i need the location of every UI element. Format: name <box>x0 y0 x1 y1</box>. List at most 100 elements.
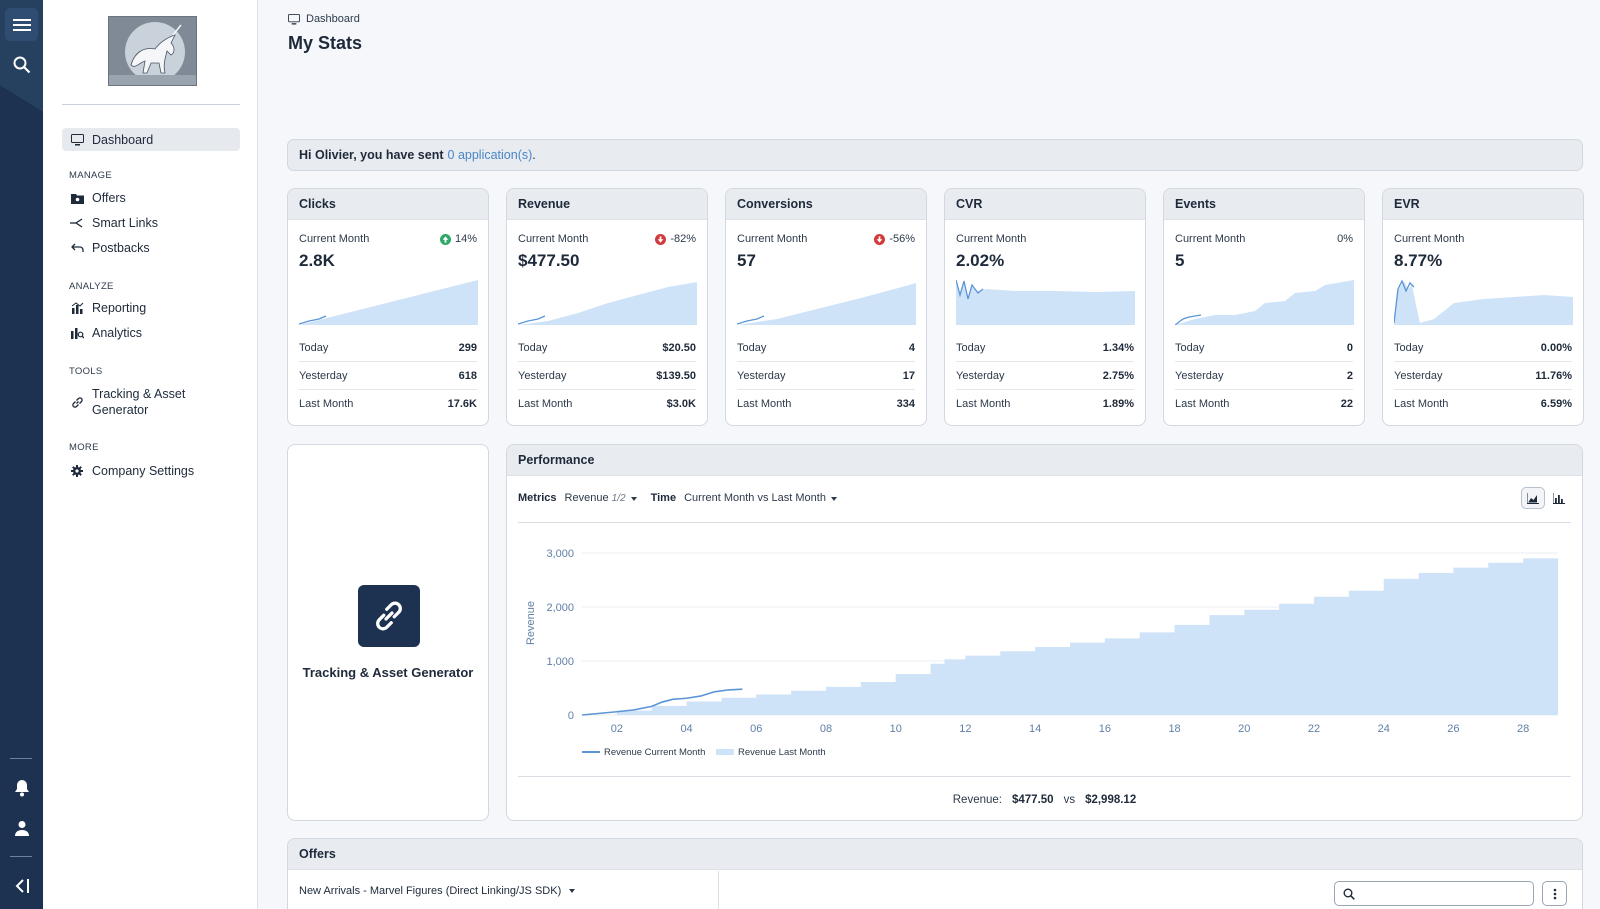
tracking-asset-generator-card[interactable]: Tracking & Asset Generator <box>287 444 489 821</box>
company-logo[interactable] <box>108 16 197 86</box>
x-tick-label: 28 <box>1517 723 1529 735</box>
offers-title: Offers <box>288 839 1582 870</box>
performance-controls: Metrics Revenue 1/2 Time Current Month v… <box>518 492 837 504</box>
sidebar-item-reporting[interactable]: Reporting <box>62 301 240 315</box>
sidebar-item-label: Postbacks <box>92 241 150 255</box>
stat-row: Last Month 22 <box>1175 390 1353 418</box>
icon-rail <box>0 0 43 909</box>
stat-card-clicks: Clicks Current Month 14% 2.8K Today 299 Yester… <box>287 188 489 426</box>
stat-card-title: EVR <box>1383 189 1583 220</box>
performance-summary: Revenue: $477.50 vs $2,998.12 <box>507 794 1582 806</box>
sidebar: Dashboard MANAGE Offers Smart Links Post… <box>43 0 258 909</box>
series-area-revenue-last-month <box>582 553 1558 715</box>
stat-row-value: 0 <box>1346 341 1353 354</box>
sparkline-area <box>956 280 1135 325</box>
collapse-sidebar-button[interactable] <box>5 869 38 902</box>
stat-row-value: $139.50 <box>656 369 696 382</box>
metrics-dropdown[interactable]: Revenue 1/2 <box>565 492 637 504</box>
period-label: Current Month <box>956 233 1027 245</box>
sidebar-item-tracking-asset-generator[interactable]: Tracking & Asset Generator <box>62 386 240 418</box>
label-line-1: Tracking & Asset <box>92 387 186 401</box>
sidebar-item-dashboard[interactable]: Dashboard <box>62 128 240 151</box>
applications-link[interactable]: 0 application(s) <box>447 148 533 162</box>
arrow-up-circle-icon <box>439 233 451 245</box>
offer-dropdown[interactable]: New Arrivals - Marvel Figures (Direct Li… <box>299 885 576 897</box>
stat-row-value: $3.0K <box>666 398 696 410</box>
search-button[interactable] <box>5 48 38 81</box>
stat-card-title: Conversions <box>726 189 926 220</box>
breadcrumb[interactable]: Dashboard <box>288 13 360 25</box>
stat-value: 5 <box>1175 251 1185 270</box>
x-tick-label: 08 <box>820 723 832 735</box>
menu-button[interactable] <box>5 8 38 41</box>
search-icon <box>13 56 30 73</box>
unicorn-logo-icon <box>109 17 196 85</box>
nav-group-manage: MANAGE <box>69 170 112 181</box>
sidebar-item-postbacks[interactable]: Postbacks <box>62 241 240 255</box>
stat-row-label: Last Month <box>1175 398 1230 410</box>
sparkline <box>299 280 478 325</box>
sparkline <box>518 282 697 325</box>
sidebar-item-label: Smart Links <box>92 216 158 230</box>
summary-current: $477.50 <box>1011 794 1054 806</box>
sidebar-item-analytics[interactable]: Analytics <box>62 326 240 340</box>
sidebar-item-label: Analytics <box>92 326 143 340</box>
x-tick-label: 18 <box>1168 723 1180 735</box>
stat-row-value: 1.34% <box>1102 341 1134 354</box>
bar-chart-button[interactable] <box>1547 487 1571 509</box>
stat-row: Yesterday 2.75% <box>956 362 1134 390</box>
stat-row: Last Month 6.59% <box>1394 390 1572 418</box>
stat-card-title: CVR <box>945 189 1145 220</box>
selected-offer: New Arrivals - Marvel Figures (Direct Li… <box>299 885 562 897</box>
offers-panel: Offers New Arrivals - Marvel Figures (Di… <box>287 838 1583 909</box>
stat-row: Last Month 1.89% <box>956 390 1134 418</box>
sparkline-area <box>1394 281 1573 325</box>
notifications-button[interactable] <box>5 771 38 804</box>
search-icon <box>1343 888 1355 900</box>
stat-row: Today 0.00% <box>1394 334 1572 362</box>
change-value: 0% <box>1337 233 1353 245</box>
stat-row-label: Yesterday <box>1394 369 1443 382</box>
stat-row: Last Month 17.6K <box>299 390 477 418</box>
sparkline-line <box>737 315 765 325</box>
sidebar-item-label: Tracking & Asset Generator <box>92 386 185 418</box>
area-chart-button[interactable] <box>1521 487 1545 509</box>
sidebar-item-company-settings[interactable]: Company Settings <box>62 464 240 478</box>
area-chart-icon <box>1527 492 1539 504</box>
x-tick-label: 02 <box>611 723 623 735</box>
stat-row-value: 17.6K <box>447 398 477 410</box>
stat-row-label: Last Month <box>737 398 792 410</box>
stat-row-label: Yesterday <box>1175 369 1224 382</box>
time-dropdown[interactable]: Current Month vs Last Month <box>684 492 837 504</box>
offers-more-button[interactable] <box>1542 881 1567 906</box>
stat-card-title: Revenue <box>507 189 707 220</box>
stat-card-revenue: Revenue Current Month -82% $477.50 Today $20.… <box>506 188 708 426</box>
change-indicator: -82% <box>655 233 696 245</box>
sparkline <box>956 279 1135 325</box>
y-tick-label: 2,000 <box>546 602 574 614</box>
legend-swatch-last-month <box>716 749 734 755</box>
stat-row-label: Today <box>1394 341 1424 354</box>
stat-row-value: 1.89% <box>1102 398 1134 410</box>
legend-label-last-month: Revenue Last Month <box>738 747 826 758</box>
user-button[interactable] <box>5 811 38 844</box>
collapse-icon <box>15 878 29 893</box>
sidebar-item-smart-links[interactable]: Smart Links <box>62 216 240 230</box>
period-row: Current Month -56% <box>737 233 915 245</box>
sidebar-item-offers[interactable]: Offers <box>62 191 240 205</box>
offer-search-input[interactable] <box>1361 887 1521 900</box>
sidebar-item-label: Dashboard <box>92 132 154 147</box>
stat-row: Yesterday 17 <box>737 362 915 390</box>
stat-row-label: Today <box>518 341 548 354</box>
stat-row: Yesterday $139.50 <box>518 362 696 390</box>
nav-group-analyze: ANALYZE <box>69 281 114 292</box>
stat-row-label: Today <box>299 341 329 354</box>
stat-row-value: 4 <box>908 341 915 354</box>
sidebar-item-label: Reporting <box>92 301 147 315</box>
split-arrows-icon <box>70 216 84 230</box>
link-icon <box>70 395 84 409</box>
stat-card-evr: EVR Current Month 8.77% Today 0.00% Yesterday… <box>1382 188 1584 426</box>
menu-icon <box>12 18 31 31</box>
stat-row: Today 299 <box>299 334 477 362</box>
stat-row-value: 0.00% <box>1540 341 1572 354</box>
